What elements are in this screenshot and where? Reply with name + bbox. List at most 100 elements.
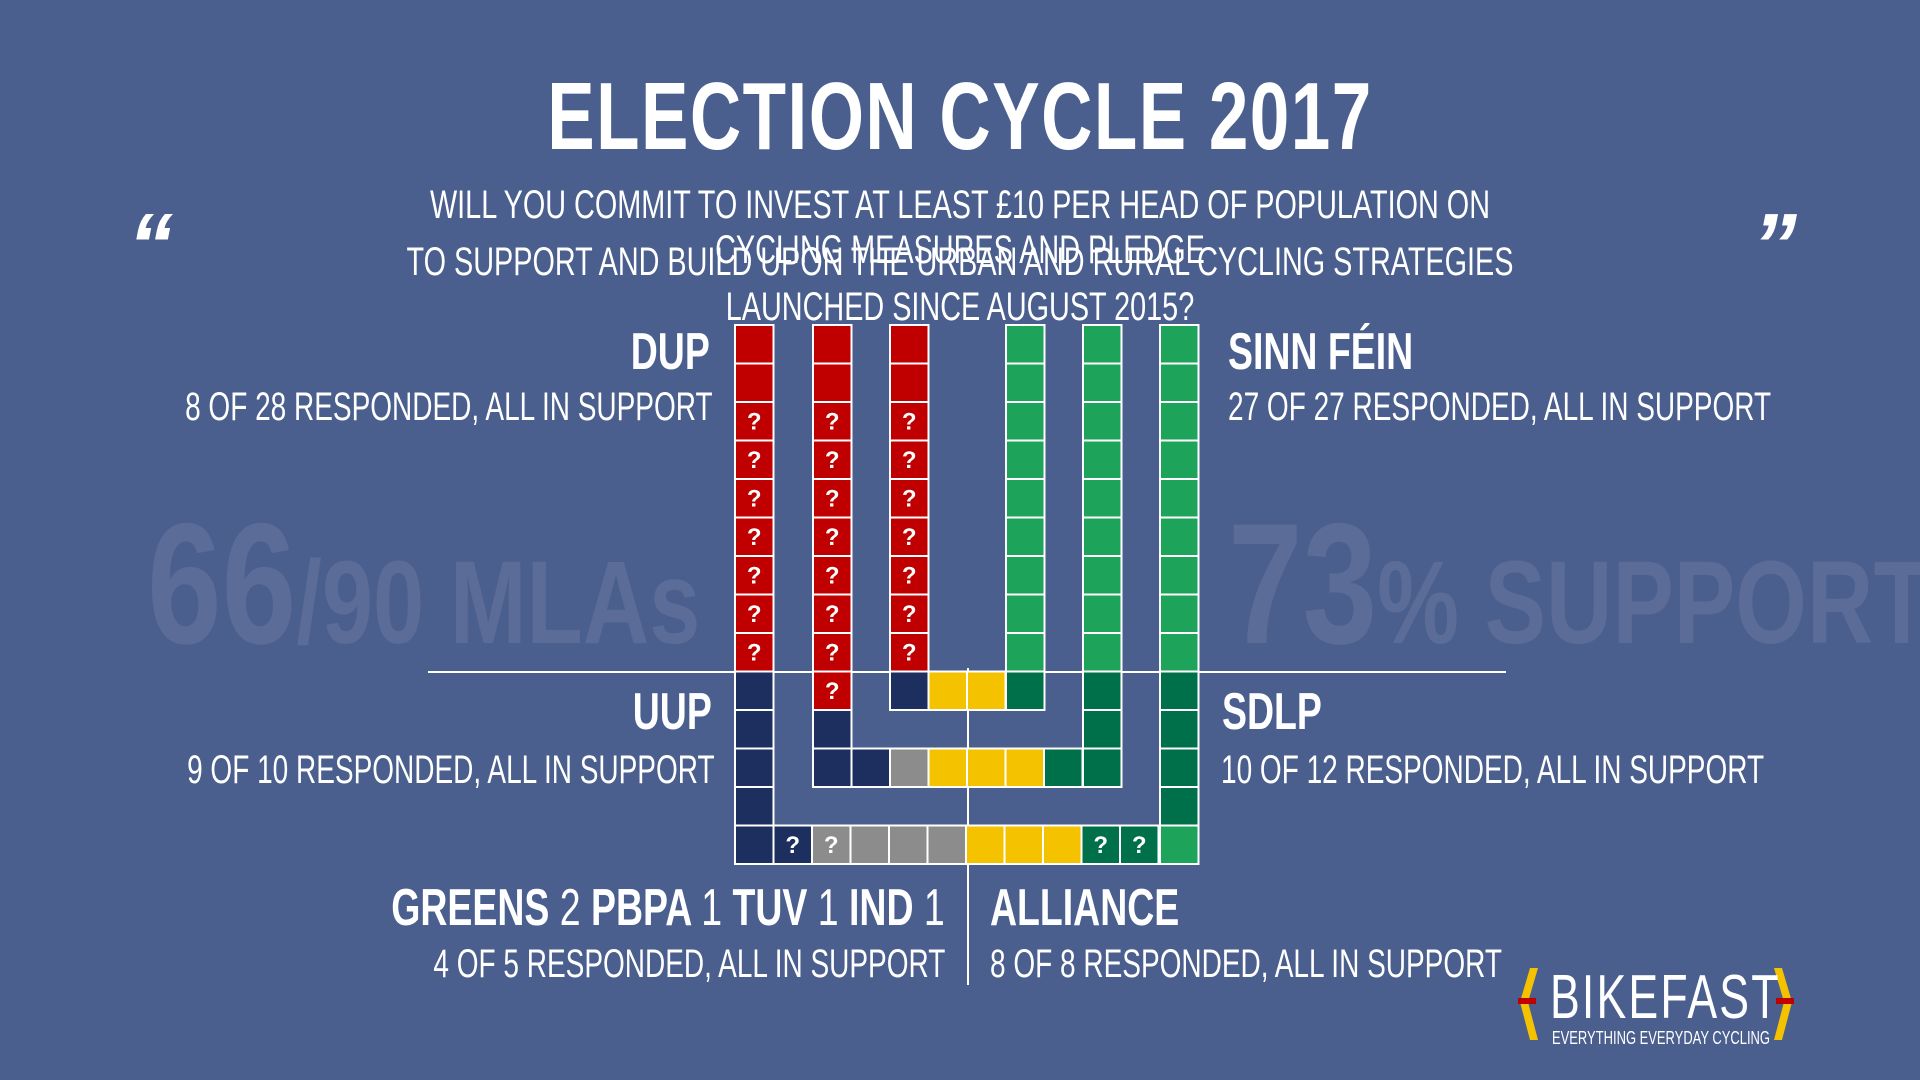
no-response-marker: ?	[825, 524, 840, 551]
seat-sf	[1005, 362, 1046, 403]
seat-sdlp	[1159, 670, 1200, 711]
alliance-detail: 8 OF 8 RESPONDED, ALL IN SUPPORT	[990, 942, 1502, 986]
seat-all	[966, 670, 1007, 711]
seat-dup	[734, 324, 775, 365]
seat-all	[1003, 824, 1044, 865]
seat-sf	[1159, 555, 1200, 596]
no-response-marker: ?	[1093, 832, 1108, 859]
alliance-name: ALLIANCE	[990, 879, 1180, 937]
seat-sf	[1082, 439, 1123, 480]
seat-uup	[812, 709, 853, 750]
no-response-marker: ?	[825, 601, 840, 628]
seat-uup	[850, 747, 891, 788]
support-stat: 73% SUPPORT	[1228, 485, 1920, 683]
seat-sdlp	[1159, 786, 1200, 827]
seat-dup-no-response	[734, 478, 775, 519]
logo-tagline: EVERYTHING EVERYDAY CYCLING	[1552, 1028, 1770, 1048]
seat-all	[927, 747, 968, 788]
mlas-rest: /90 MLAs	[295, 537, 700, 669]
others-name: GREENS 2 PBPA 1 TUV 1 IND 1	[392, 878, 945, 938]
seat-dup	[812, 324, 853, 365]
seat-oth	[888, 824, 929, 865]
seat-sf	[1005, 593, 1046, 634]
seat-dup-no-response	[812, 478, 853, 519]
seat-sdlp	[1005, 670, 1046, 711]
support-number: 73	[1228, 488, 1378, 680]
seat-uup	[812, 747, 853, 788]
no-response-marker: ?	[747, 408, 762, 435]
seat-sf	[1082, 516, 1123, 557]
seat-sf	[1082, 324, 1123, 365]
no-response-marker: ?	[747, 524, 762, 551]
open-quote-mark: “	[128, 196, 173, 296]
no-response-marker: ?	[824, 832, 839, 859]
no-response-marker: ?	[902, 485, 917, 512]
seat-sf	[1005, 439, 1046, 480]
uup-name: UUP	[632, 683, 712, 741]
no-response-marker: ?	[785, 832, 800, 859]
seat-all	[965, 824, 1006, 865]
seat-uup	[734, 747, 775, 788]
seat-dup-no-response	[812, 516, 853, 557]
no-response-marker: ?	[747, 447, 762, 474]
seat-sdlp	[1082, 747, 1123, 788]
seat-sdlp-no-response	[1080, 824, 1121, 865]
seat-oth	[889, 747, 930, 788]
seat-dup-no-response	[889, 401, 930, 442]
dup-detail: 8 OF 28 RESPONDED, ALL IN SUPPORT	[185, 385, 713, 429]
seat-dup	[734, 362, 775, 403]
seat-sdlp	[1082, 670, 1123, 711]
seat-uup	[734, 824, 775, 865]
no-response-marker: ?	[747, 639, 762, 666]
close-quote-mark: ”	[1752, 196, 1797, 296]
no-response-marker: ?	[747, 562, 762, 589]
no-response-marker: ?	[825, 408, 840, 435]
pbpa-label: PBPA	[591, 879, 692, 937]
logo-brackets	[1518, 968, 1794, 1040]
logo-wordmark: BIKEFAST	[1550, 963, 1781, 1032]
seat-sf	[1005, 632, 1046, 673]
sdlp-name: SDLP	[1222, 683, 1322, 741]
seat-all	[927, 670, 968, 711]
seat-uup	[734, 709, 775, 750]
seat-sf	[1082, 555, 1123, 596]
seat-oth-no-response	[811, 824, 852, 865]
ind-count: 1	[924, 879, 945, 937]
no-response-marker: ?	[825, 678, 840, 705]
page-title: ELECTION CYCLE 2017	[547, 63, 1373, 170]
seat-uup	[889, 670, 930, 711]
others-detail: 4 OF 5 RESPONDED, ALL IN SUPPORT	[433, 942, 945, 986]
question-line-2: TO SUPPORT AND BUILD UPON THE URBAN AND …	[406, 240, 1514, 329]
seat-oth	[926, 824, 967, 865]
seat-sf	[1005, 401, 1046, 442]
seat-dup	[812, 362, 853, 403]
seat-dup	[889, 324, 930, 365]
no-response-marker: ?	[1132, 832, 1147, 859]
seat-sdlp-no-response	[1119, 824, 1160, 865]
no-response-marker: ?	[747, 485, 762, 512]
seat-dup-no-response	[734, 439, 775, 480]
greens-count: 2	[560, 879, 581, 937]
ind-label: IND	[849, 879, 914, 937]
seat-sf	[1159, 362, 1200, 403]
uup-detail: 9 OF 10 RESPONDED, ALL IN SUPPORT	[187, 748, 715, 792]
seat-all	[966, 747, 1007, 788]
no-response-marker: ?	[902, 408, 917, 435]
support-rest: % SUPPORT	[1377, 537, 1920, 669]
seat-sf	[1005, 555, 1046, 596]
no-response-marker: ?	[902, 639, 917, 666]
no-response-marker: ?	[825, 447, 840, 474]
seat-sf	[1082, 401, 1123, 442]
sinn-fein-detail: 27 OF 27 RESPONDED, ALL IN SUPPORT	[1228, 385, 1772, 429]
greens-label: GREENS	[391, 879, 550, 937]
seat-sf	[1082, 632, 1123, 673]
no-response-marker: ?	[747, 601, 762, 628]
seat-sf	[1005, 516, 1046, 557]
no-response-marker: ?	[825, 562, 840, 589]
seat-dup	[889, 362, 930, 403]
mlas-number: 66	[146, 488, 296, 680]
seat-uup	[734, 670, 775, 711]
seat-sf	[1005, 478, 1046, 519]
seat-sdlp	[1159, 709, 1200, 750]
